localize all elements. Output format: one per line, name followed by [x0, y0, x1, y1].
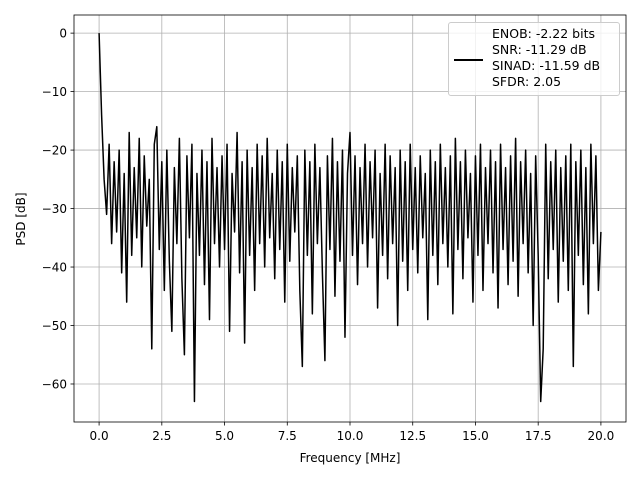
- x-tick-label: 12.5: [399, 429, 426, 443]
- x-tick-label: 2.5: [152, 429, 171, 443]
- legend: ENOB: -2.22 bits SNR: -11.29 dB SINAD: -…: [448, 22, 620, 96]
- legend-swatch: [454, 59, 483, 61]
- y-tick-label: 0: [59, 27, 67, 41]
- y-tick-label: −40: [42, 261, 67, 275]
- x-tick-label: 20.0: [588, 429, 615, 443]
- x-tick-label: 10.0: [337, 429, 364, 443]
- x-axis-label: Frequency [MHz]: [300, 451, 401, 465]
- x-tick-label: 7.5: [278, 429, 297, 443]
- x-tick-label: 15.0: [462, 429, 489, 443]
- y-tick-label: −30: [42, 202, 67, 216]
- y-tick-label: −50: [42, 319, 67, 333]
- y-tick-label: −10: [42, 85, 67, 99]
- y-tick-label: −60: [42, 377, 67, 391]
- x-tick-label: 5.0: [215, 429, 234, 443]
- data-line: [98, 33, 602, 403]
- y-tick-label: −20: [42, 144, 67, 158]
- x-tick-label: 0.0: [90, 429, 109, 443]
- plot-frame: [73, 14, 627, 423]
- legend-entry: ENOB: -2.22 bits SNR: -11.29 dB SINAD: -…: [492, 26, 601, 89]
- y-axis-label: PSD [dB]: [14, 192, 28, 245]
- x-tick-label: 17.5: [525, 429, 552, 443]
